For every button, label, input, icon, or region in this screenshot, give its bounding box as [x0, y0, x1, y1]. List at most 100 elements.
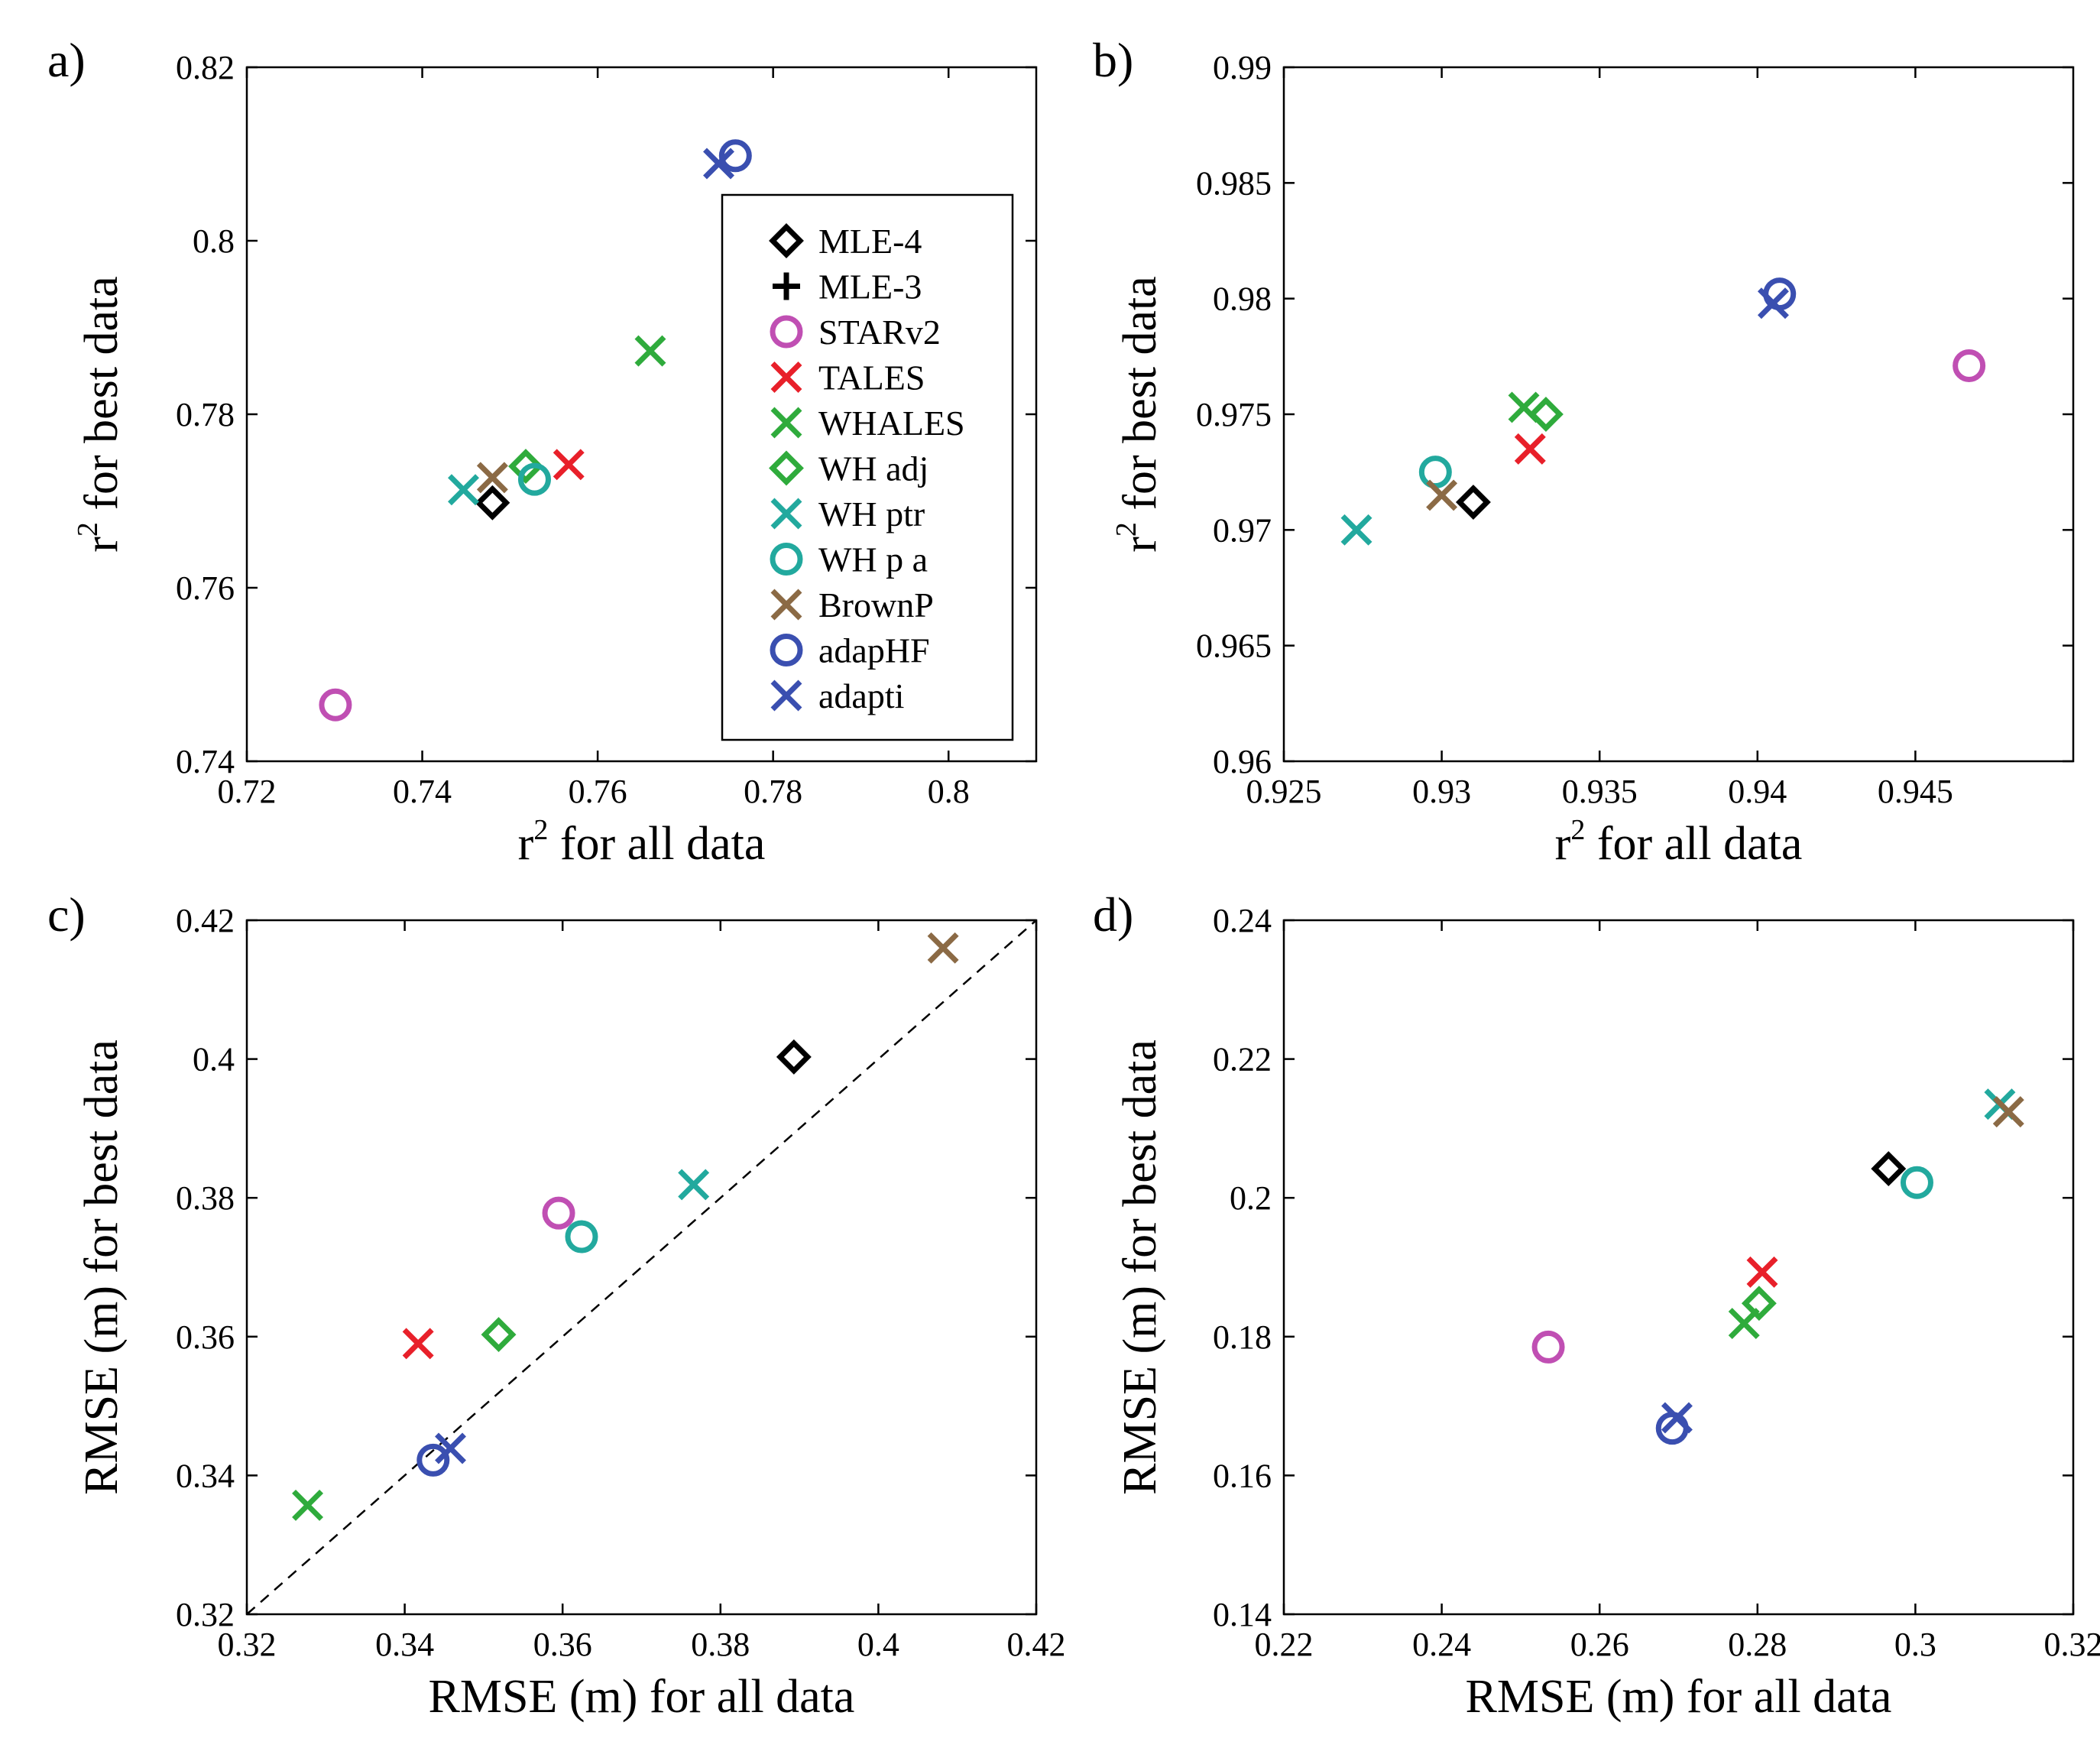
panel-label: b)	[1093, 33, 1133, 87]
axes-frame	[245, 919, 1038, 1616]
one-to-one-line	[246, 919, 1037, 1615]
y-tick-label: 0.36	[176, 1318, 235, 1356]
x-axis-label: r2 for all data	[518, 814, 766, 870]
x-tick-label: 0.93	[1412, 773, 1471, 810]
point-adapti	[1661, 1402, 1693, 1434]
legend-marker-wh-ptr	[770, 498, 802, 530]
point-wh-p-a	[517, 462, 551, 496]
x-tick-label: 0.38	[691, 1626, 750, 1663]
point-starv2	[1531, 1330, 1565, 1364]
x-tick-label: 0.32	[2044, 1626, 2100, 1663]
point-adaphf	[416, 1443, 450, 1477]
y-tick-label: 0.74	[176, 743, 235, 780]
point-wh-p-a	[565, 1220, 598, 1253]
y-tick-label: 0.98	[1213, 281, 1272, 318]
point-mle-4	[776, 1039, 812, 1075]
y-tick-label: 0.38	[176, 1179, 235, 1217]
panel-b: 0.925 0.93 0.935 0.94 0.945 0.96 0.965 0.97 0.97…	[1093, 33, 2075, 870]
point-tales	[553, 449, 585, 481]
point-tales	[402, 1328, 434, 1360]
panel-label: d)	[1093, 887, 1133, 942]
point-wh-adj	[481, 1317, 517, 1353]
legend-label: MLE-3	[818, 268, 922, 306]
point-wh-p-a	[1900, 1166, 1933, 1199]
y-tick-label: 0.22	[1213, 1041, 1272, 1078]
legend-marker-wh-p-a	[770, 543, 803, 576]
y-tick-label: 0.16	[1213, 1457, 1272, 1494]
y-tick-label: 0.34	[176, 1457, 235, 1494]
point-brownp	[476, 462, 508, 494]
y-tick-label: 0.4	[193, 1041, 235, 1078]
point-adapti	[1757, 287, 1789, 319]
panel-a: 0.72 0.74 0.76 0.78 0.80.740.760.780.80.82r2…	[47, 33, 1038, 870]
x-tick-label: 0.74	[393, 773, 452, 810]
x-axis-label: RMSE (m) for all data	[429, 1671, 855, 1723]
point-mle-4	[1871, 1151, 1907, 1187]
point-tales	[1746, 1256, 1778, 1288]
x-tick-label: 0.42	[1007, 1626, 1066, 1663]
x-tick-label: 0.72	[218, 773, 277, 810]
point-starv2	[319, 688, 352, 722]
legend-label: BrownP	[818, 585, 934, 624]
point-brownp	[927, 932, 959, 964]
y-tick-label: 0.96	[1213, 743, 1272, 780]
point-mle-4	[1455, 485, 1491, 520]
legend-marker-whales	[770, 407, 802, 439]
legend-label: WH adj	[818, 449, 928, 488]
x-tick-label: 0.26	[1570, 1626, 1629, 1663]
y-tick-label: 0.24	[1213, 902, 1272, 939]
x-tick-label: 0.28	[1728, 1626, 1787, 1663]
point-adapti	[435, 1432, 466, 1464]
x-tick-label: 0.22	[1255, 1626, 1314, 1663]
point-adaphf	[718, 139, 752, 173]
y-tick-label: 0.14	[1213, 1596, 1272, 1633]
x-tick-label: 0.935	[1562, 773, 1638, 810]
y-tick-label: 0.2	[1230, 1179, 1272, 1217]
x-tick-label: 0.925	[1246, 773, 1322, 810]
point-whales	[292, 1489, 324, 1521]
x-axis-label: r2 for all data	[1555, 814, 1803, 870]
x-tick-label: 0.78	[744, 773, 802, 810]
y-axis-label: RMSE (m) for best data	[1114, 1039, 1166, 1495]
panel-label: a)	[47, 33, 86, 87]
point-tales	[1514, 433, 1546, 465]
legend: MLE-4 MLE-3 STARv2 TALES WHALES WH adj WH ptr W…	[721, 193, 1014, 741]
y-axis-label: r2 for best data	[1110, 276, 1166, 553]
point-brownp	[1992, 1096, 2024, 1128]
panel-c: 0.32 0.34 0.36 0.38 0.4 0.42 0.32 0.34 0.36 0.38 0…	[47, 887, 1066, 1723]
point-wh-ptr	[1340, 514, 1372, 546]
legend-label: WH ptr	[818, 495, 925, 533]
y-tick-label: 0.8	[193, 222, 235, 260]
axes-frame	[1282, 919, 2075, 1616]
x-tick-label: 0.76	[569, 773, 627, 810]
y-axis-label: r2 for best data	[72, 276, 128, 553]
y-tick-label: 0.985	[1196, 164, 1272, 202]
point-brownp	[1426, 479, 1458, 511]
point-whales	[634, 335, 666, 367]
legend-marker-wh-adj	[769, 450, 804, 486]
legend-label: adapti	[818, 676, 904, 715]
y-tick-label: 0.975	[1196, 396, 1272, 433]
y-tick-label: 0.76	[176, 569, 235, 607]
x-tick-label: 0.24	[1412, 1626, 1471, 1663]
y-tick-label: 0.32	[176, 1596, 235, 1633]
point-wh-ptr	[678, 1169, 710, 1201]
point-starv2	[542, 1196, 575, 1230]
x-tick-label: 0.94	[1728, 773, 1787, 810]
legend-marker-adapti	[770, 679, 802, 712]
legend-label: MLE-4	[818, 222, 922, 261]
point-wh-adj	[508, 449, 543, 485]
legend-label: adapHF	[818, 631, 930, 670]
y-tick-label: 0.97	[1213, 511, 1272, 549]
y-tick-label: 0.78	[176, 396, 235, 433]
y-tick-label: 0.965	[1196, 628, 1272, 665]
y-tick-label: 0.42	[176, 902, 235, 939]
point-wh-ptr	[448, 474, 479, 506]
legend-marker-starv2	[770, 315, 803, 349]
legend-marker-tales	[770, 362, 802, 393]
point-adapti	[703, 148, 734, 180]
x-axis-label: RMSE (m) for all data	[1466, 1671, 1892, 1723]
point-mle-4	[475, 485, 510, 521]
x-tick-label: 0.945	[1878, 773, 1953, 810]
